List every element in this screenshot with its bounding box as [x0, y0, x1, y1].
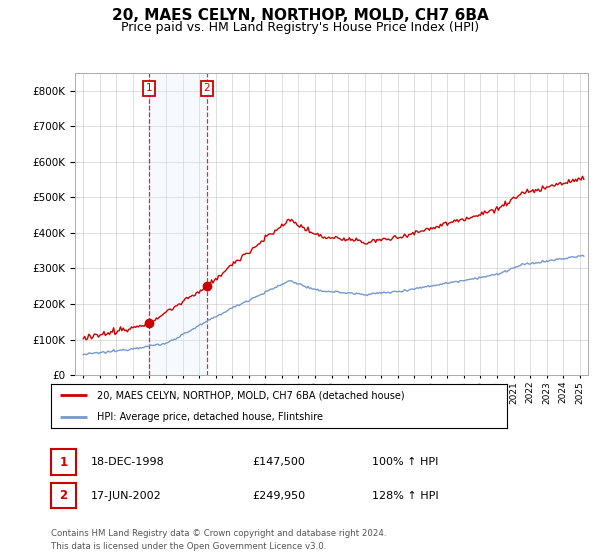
Text: 2: 2 — [203, 83, 210, 94]
Text: 2: 2 — [59, 489, 68, 502]
Bar — [149, 73, 207, 375]
Text: £147,500: £147,500 — [252, 457, 305, 467]
Text: 1: 1 — [145, 83, 152, 94]
Text: HPI: Average price, detached house, Flintshire: HPI: Average price, detached house, Flin… — [97, 412, 323, 422]
Text: 17-JUN-2002: 17-JUN-2002 — [91, 491, 162, 501]
Text: £249,950: £249,950 — [252, 491, 305, 501]
Text: 128% ↑ HPI: 128% ↑ HPI — [372, 491, 439, 501]
Text: 20, MAES CELYN, NORTHOP, MOLD, CH7 6BA: 20, MAES CELYN, NORTHOP, MOLD, CH7 6BA — [112, 8, 488, 24]
Text: 18-DEC-1998: 18-DEC-1998 — [91, 457, 165, 467]
Text: 100% ↑ HPI: 100% ↑ HPI — [372, 457, 439, 467]
Text: 20, MAES CELYN, NORTHOP, MOLD, CH7 6BA (detached house): 20, MAES CELYN, NORTHOP, MOLD, CH7 6BA (… — [97, 390, 404, 400]
Text: Contains HM Land Registry data © Crown copyright and database right 2024.
This d: Contains HM Land Registry data © Crown c… — [51, 529, 386, 550]
Text: Price paid vs. HM Land Registry's House Price Index (HPI): Price paid vs. HM Land Registry's House … — [121, 21, 479, 34]
Text: 1: 1 — [59, 455, 68, 469]
